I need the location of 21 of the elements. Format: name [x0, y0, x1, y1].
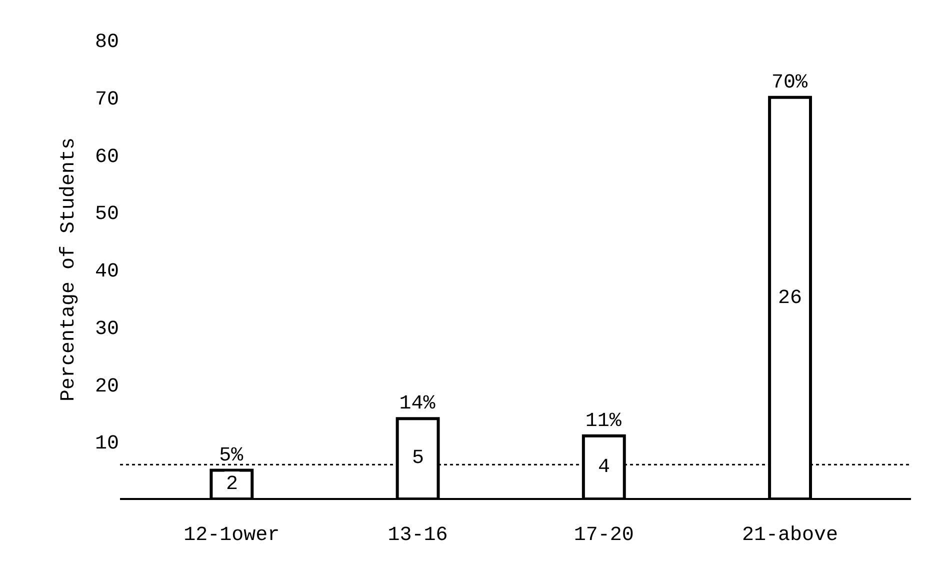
y-tick-label: 20 [94, 375, 119, 398]
y-tick-label: 60 [94, 146, 119, 169]
data-label: 14% [399, 392, 436, 416]
y-tick-label: 40 [94, 260, 119, 284]
annotation: 4 [598, 456, 610, 479]
annotation: 26 [778, 287, 802, 310]
annotation: 5 [412, 447, 424, 470]
y-tick-label: 30 [94, 318, 119, 341]
annotation: 2 [226, 473, 238, 496]
data-label: 11% [585, 410, 622, 433]
y-axis-title: Percentage of Students [57, 137, 80, 402]
x-tick-label: 17-20 [574, 524, 634, 547]
x-tick-label: 13-16 [388, 524, 448, 547]
data-label: 5% [219, 444, 244, 468]
y-tick-label: 80 [94, 31, 119, 54]
y-tick-label: 10 [94, 432, 119, 456]
y-tick-label: 50 [94, 203, 119, 226]
data-label: 70% [772, 71, 809, 94]
x-tick-label: 12-1ower [184, 524, 280, 547]
x-tick-label: 21-above [742, 524, 838, 547]
y-tick-label: 70 [94, 88, 119, 112]
